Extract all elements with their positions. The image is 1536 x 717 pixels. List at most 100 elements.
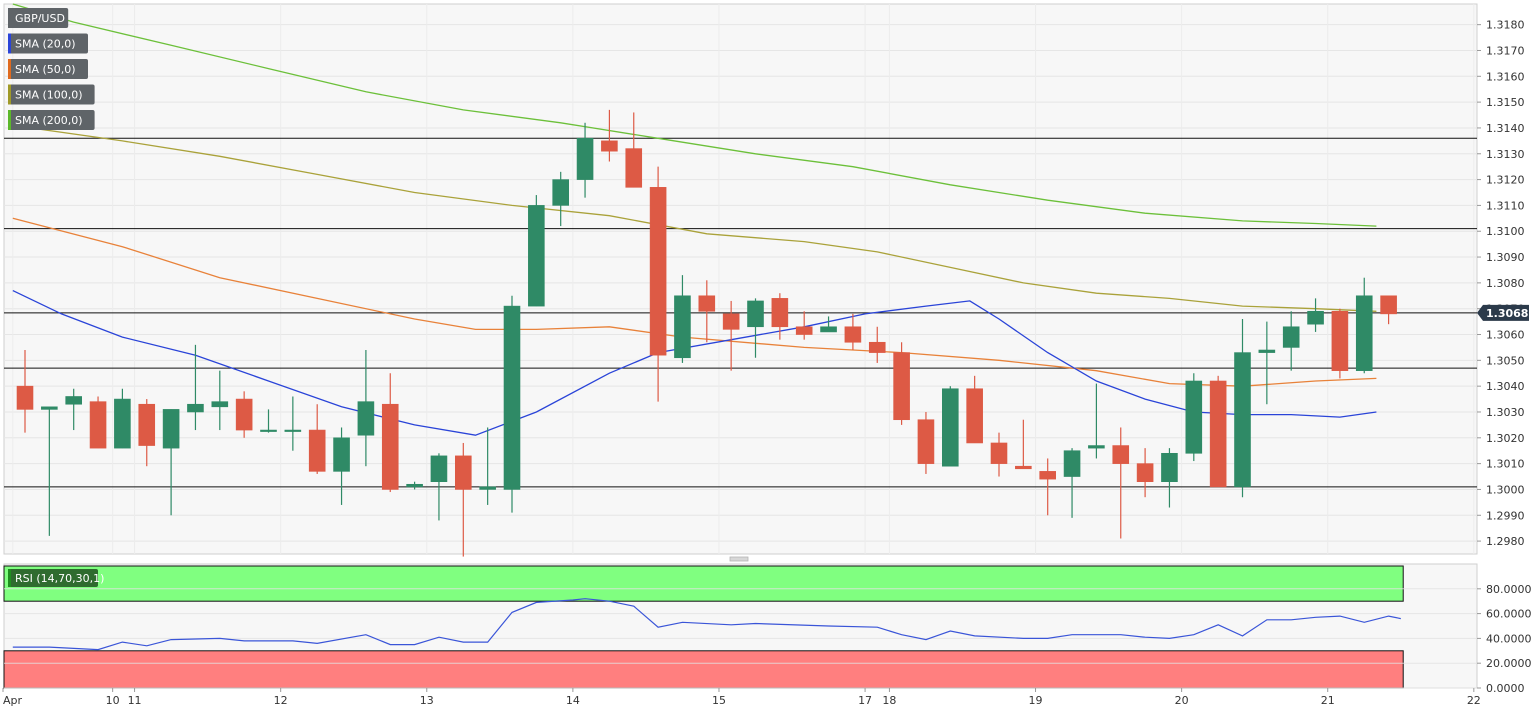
candle-body (1185, 380, 1203, 454)
candle-body (1209, 380, 1227, 488)
candle (138, 399, 156, 467)
candle-body (16, 385, 34, 410)
legend-item: SMA (200,0) (8, 110, 95, 130)
price-pane: 1.3180 1.3170 1.3160 1.3150 1.3140 1.3130 1.31… (3, 3, 1536, 562)
candle-body (1039, 471, 1056, 480)
candle (820, 316, 837, 333)
candle (503, 295, 521, 513)
candle-body (552, 179, 570, 206)
price-tick-label: 1.3040 (1486, 380, 1525, 393)
candle (1307, 298, 1324, 332)
candle (406, 481, 423, 490)
candle (89, 396, 107, 449)
candle (917, 411, 935, 474)
candle (235, 391, 253, 438)
price-tick-label: 1.3170 (1486, 44, 1525, 57)
sma-200-line (12, 3, 1377, 227)
candle-body (211, 401, 229, 408)
x-tick-label: 18 (882, 694, 896, 707)
candle-body (479, 486, 496, 490)
candle (187, 344, 204, 431)
price-tick-label: 1.3180 (1486, 19, 1525, 32)
candle (1185, 373, 1203, 462)
candle (1355, 277, 1373, 374)
rsi-line (12, 598, 1401, 651)
candle-body (308, 429, 326, 472)
candle (430, 453, 448, 521)
candle-body (722, 313, 740, 330)
candle-body (1161, 452, 1178, 482)
candle (1331, 308, 1349, 379)
x-tick-label: 13 (420, 694, 434, 707)
candle (479, 427, 496, 505)
candle (333, 427, 350, 505)
x-axis: Apr 10 11 12 13 14 15 17 18 19 20 21 22 (2, 688, 1481, 707)
rsi-overbought-zone (3, 565, 1404, 602)
legend-item-label: SMA (20,0) (15, 38, 76, 51)
price-tick-label: 1.3030 (1486, 406, 1525, 419)
x-tick-label: 21 (1321, 694, 1335, 707)
candle (941, 386, 959, 467)
x-tick-label: 14 (566, 694, 580, 707)
candle (747, 298, 764, 358)
candle (649, 166, 667, 402)
candle-body (1063, 450, 1081, 477)
candle-body (162, 409, 180, 449)
candle-body (1258, 349, 1276, 353)
rsi-oversold-zone (3, 650, 1404, 689)
price-tick-label: 1.3130 (1486, 148, 1525, 161)
candle (1063, 448, 1081, 518)
last-price-tag (1477, 304, 1529, 321)
candle-body (1015, 465, 1032, 470)
price-tick-label: 1.3110 (1486, 199, 1525, 212)
x-tick-label: 22 (1467, 694, 1481, 707)
price-tick-label: 1.3010 (1486, 458, 1525, 471)
candle-body (1355, 295, 1373, 371)
candle-body (41, 406, 58, 410)
price-tick-label: 1.3000 (1486, 483, 1525, 496)
candle (260, 409, 277, 433)
sma-100-line (12, 124, 1377, 312)
candle (357, 350, 375, 467)
legend-item-label: SMA (200,0) (15, 114, 83, 127)
x-tick-label: 12 (274, 694, 288, 707)
candle-body (1234, 352, 1251, 488)
rsi-tick-label: 0.0000 (1486, 682, 1525, 695)
x-tick-label: Apr (3, 694, 23, 707)
price-tick-label: 1.3140 (1486, 122, 1525, 135)
price-tick-label: 1.3050 (1486, 354, 1525, 367)
candle (868, 326, 886, 363)
candle (1161, 448, 1178, 508)
legend-item-label: GBP/USD (15, 12, 65, 25)
legend-item: SMA (20,0) (8, 33, 88, 54)
candle (698, 280, 716, 343)
candle-body (260, 429, 277, 432)
price-tick-label: 1.3100 (1486, 225, 1525, 238)
candle-body (625, 148, 643, 188)
candle-body (1307, 310, 1324, 325)
candle (966, 375, 983, 444)
price-tick-label: 1.3060 (1486, 329, 1525, 342)
candle (552, 171, 570, 227)
candle-body (844, 326, 862, 343)
price-tick-label: 1.3090 (1486, 251, 1525, 264)
candle-body (893, 352, 910, 421)
rsi-tick-label: 40.0000 (1486, 632, 1532, 645)
candle-body (1136, 463, 1154, 482)
candle (211, 370, 229, 431)
candle (162, 409, 180, 516)
candle (1380, 295, 1397, 325)
candle (1088, 383, 1105, 459)
candle-body (698, 295, 716, 312)
candle-body (138, 403, 156, 446)
candle-body (357, 401, 375, 436)
price-tick-label: 1.3020 (1486, 432, 1525, 445)
candle (1136, 448, 1154, 498)
last-price-label: 1.30684 (1486, 307, 1536, 320)
candle-body (990, 442, 1008, 464)
x-tick-label: 19 (1029, 694, 1043, 707)
candle (528, 195, 545, 307)
legend-item-swatch (8, 8, 11, 28)
candle-body (528, 205, 545, 307)
